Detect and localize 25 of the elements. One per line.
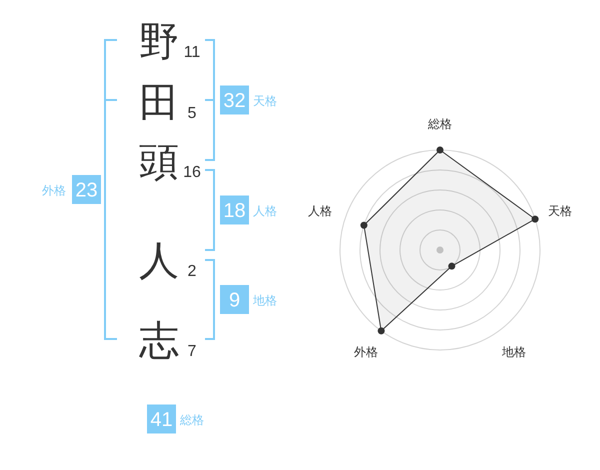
category-label: 人: [139, 239, 179, 283]
spoke-label: 総格: [428, 117, 452, 131]
category-label: 総格: [180, 413, 204, 427]
data-label: 32: [223, 90, 246, 112]
category-label: 野: [139, 20, 179, 64]
data-label: 16: [183, 164, 201, 181]
category-label: 天格: [253, 94, 277, 108]
data-label: 11: [184, 44, 200, 61]
category-label: 頭: [139, 140, 179, 184]
spoke-label: 外格: [354, 344, 378, 359]
spoke-label: 人格: [308, 204, 332, 218]
category-label: 人格: [253, 204, 277, 218]
data-label: 41: [150, 409, 173, 431]
category-label: 地格: [253, 294, 277, 308]
category-label: 志: [139, 319, 179, 363]
data-label: 7: [188, 343, 196, 360]
data-label: 5: [188, 105, 196, 122]
data-label: 9: [228, 290, 240, 312]
data-label: 18: [223, 200, 246, 222]
data-label: 2: [188, 263, 196, 280]
category-label: 田: [139, 81, 179, 125]
data-label: 23: [75, 180, 98, 202]
spoke-label: 天格: [548, 204, 572, 218]
category-label: 外格: [42, 184, 66, 198]
spoke-label: 地格: [502, 344, 526, 359]
